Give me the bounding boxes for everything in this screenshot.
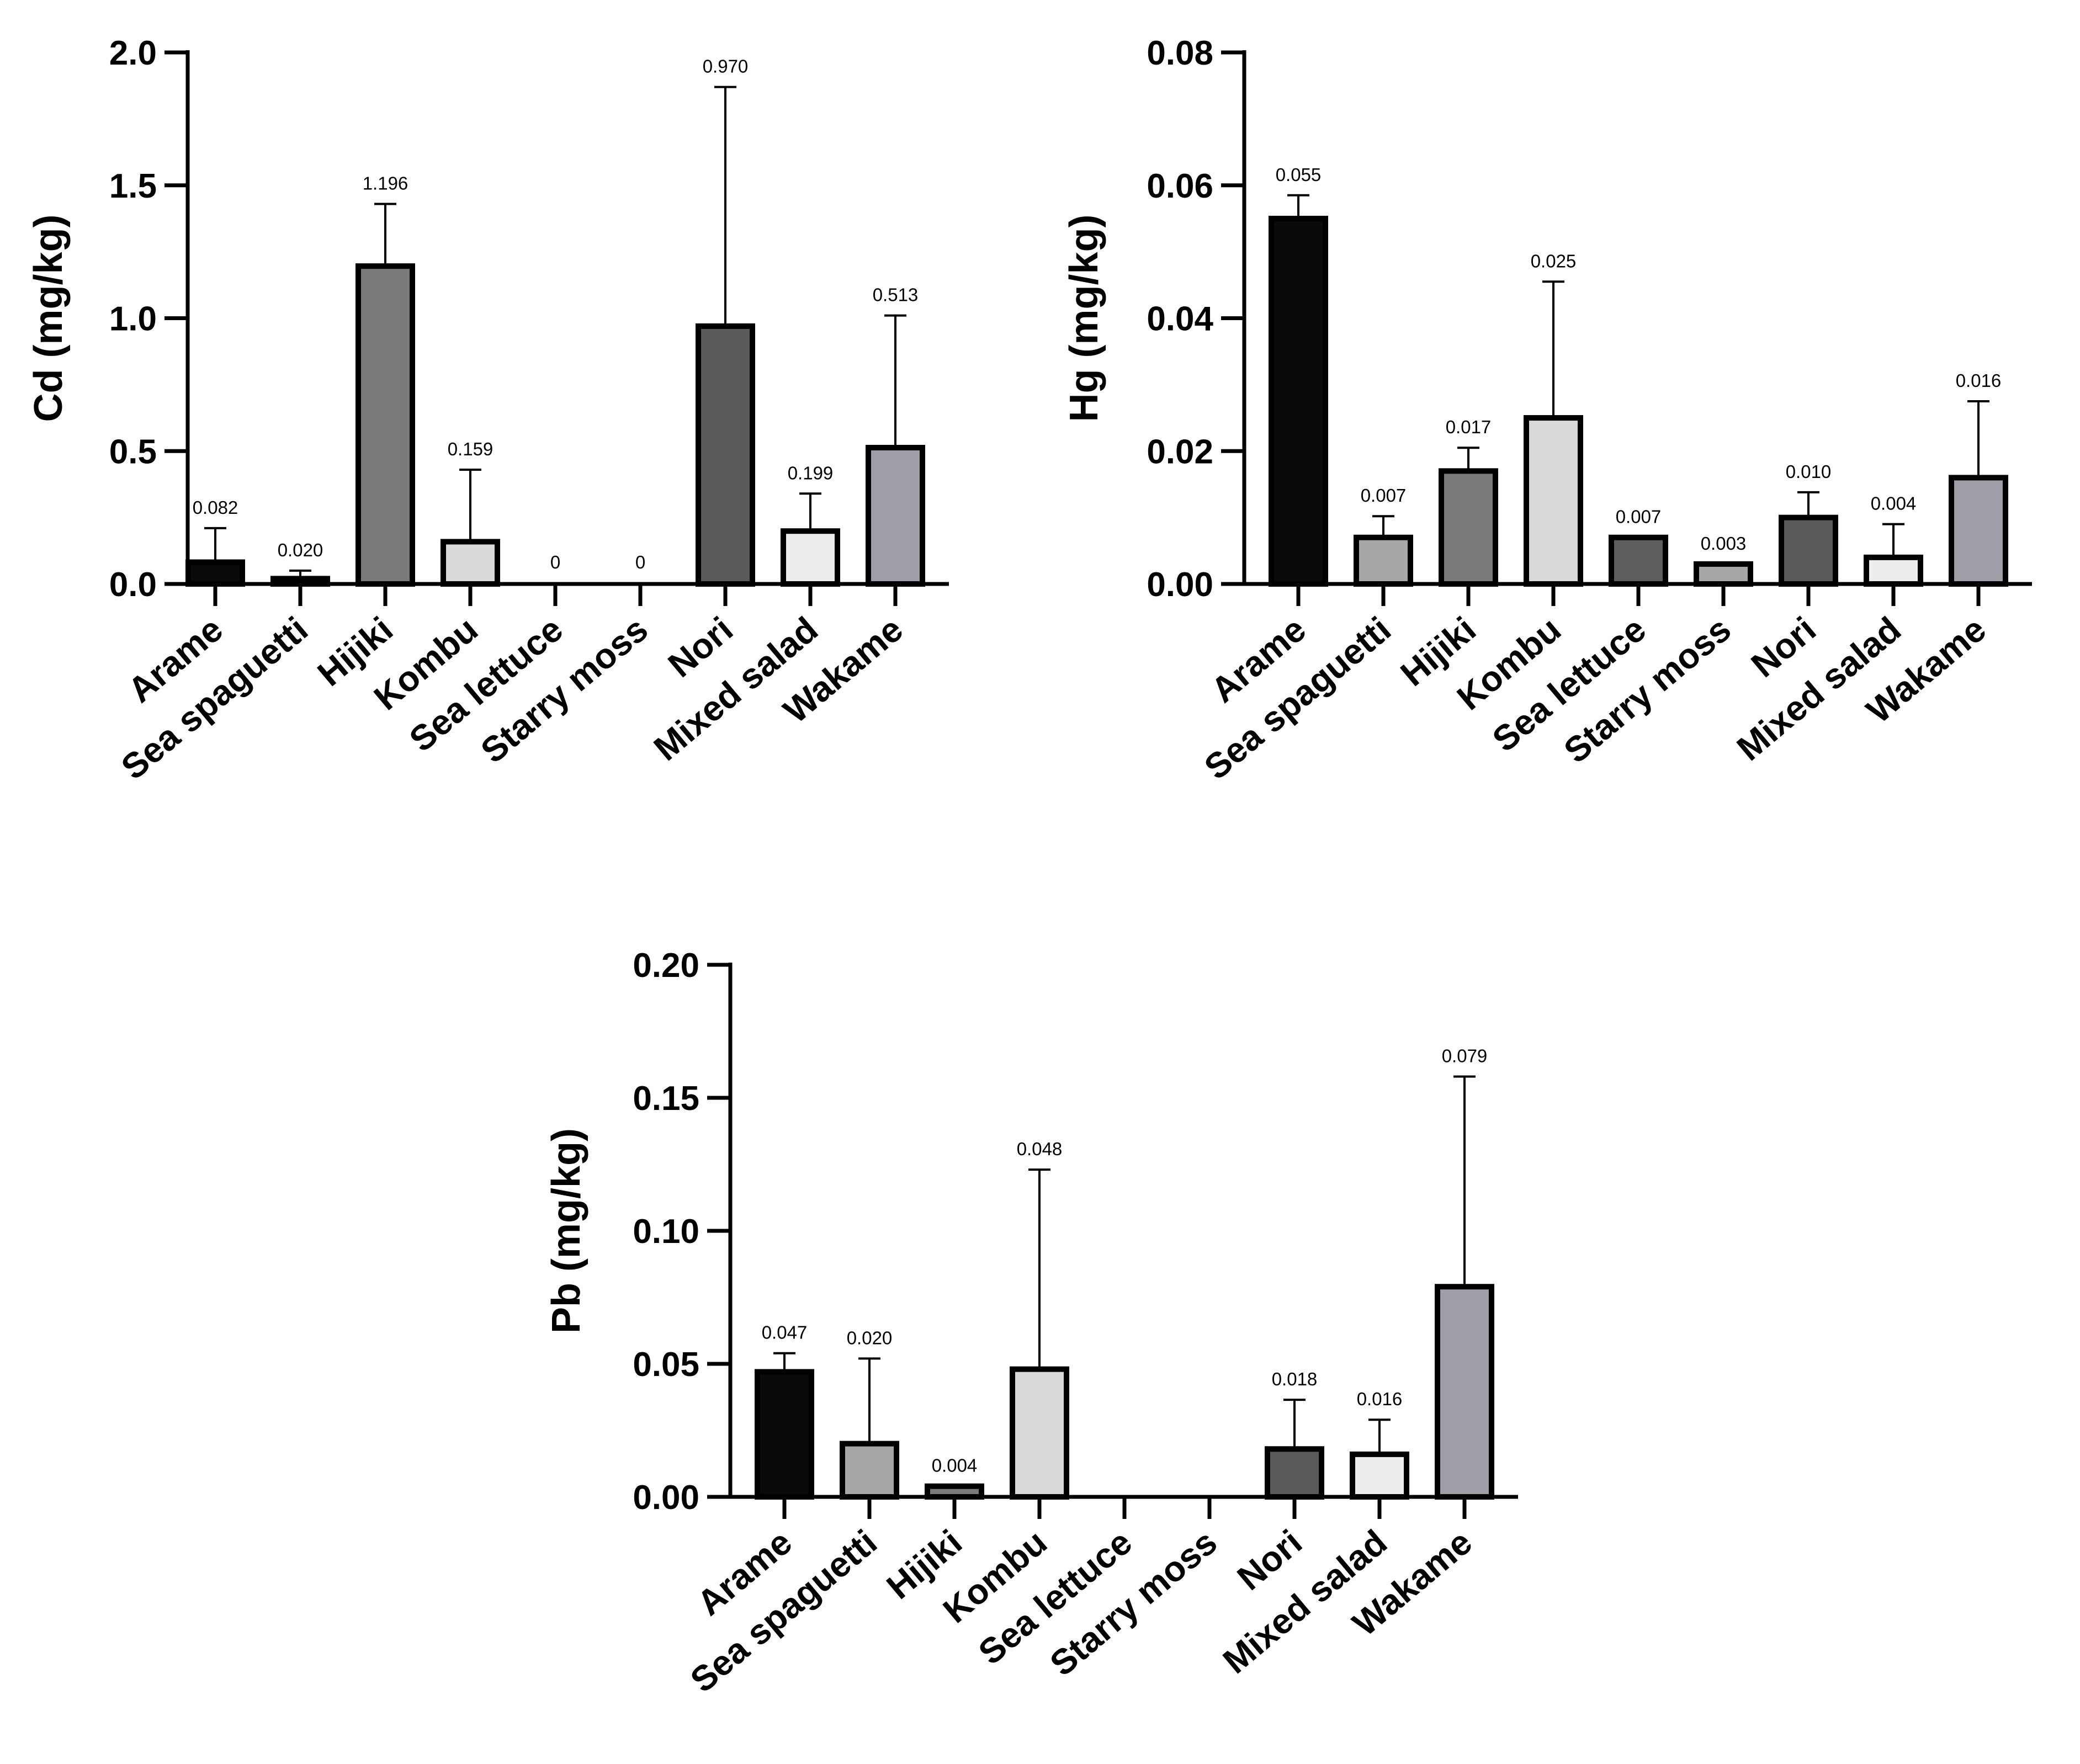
data-label: 0.048 [1017,1139,1063,1159]
y-tick-label: 1.0 [109,300,157,338]
data-label: 0.020 [847,1327,893,1348]
bar-arame [185,559,245,587]
bar-hijiki [925,1483,984,1500]
bar-nori [1779,514,1838,587]
bar-mixed-salad [1864,554,1923,587]
bar-sea-spaguetti [1354,534,1413,587]
bar-mixed-salad [781,528,840,587]
data-label: 0.004 [1871,493,1917,514]
data-label: 0.159 [448,439,494,459]
bar-wakame [1435,1284,1494,1500]
data-label: 0.007 [1616,507,1662,527]
bar-hijiki [355,263,415,587]
y-tick-label: 0.20 [633,947,699,985]
y-tick-label: 0.08 [1147,34,1213,72]
bar-sea-spaguetti [840,1441,899,1500]
bar-kombu [441,539,500,587]
bar-wakame [1949,475,2008,587]
data-label: 0.199 [788,463,834,483]
data-label: 0.970 [703,56,749,77]
bar-arame [755,1369,814,1500]
bar-arame [1269,215,1328,587]
bar-kombu [1010,1366,1069,1500]
data-label: 0 [635,552,645,572]
bar-nori [696,323,755,587]
data-label: 0.082 [193,497,238,518]
bar-nori [1265,1446,1324,1500]
data-label: 0.047 [762,1322,808,1343]
data-label: 0.017 [1446,417,1492,437]
y-tick-label: 0.5 [109,433,157,471]
data-label: 0.016 [1357,1389,1403,1409]
data-label: 0.513 [873,285,919,305]
y-tick-label: 0.04 [1147,300,1213,338]
data-label: 0.055 [1276,164,1322,185]
y-tick-label: 0.00 [1147,566,1213,604]
y-tick-label: 1.5 [109,167,157,205]
bar-sea-lettuce [1609,534,1668,587]
data-label: 0.007 [1361,485,1407,506]
y-tick-label: 0.06 [1147,167,1213,205]
data-label: 0 [550,552,560,572]
y-tick-label: 2.0 [109,34,157,72]
y-axis-title: Hg (mg/kg) [1062,215,1106,422]
data-label: 0.018 [1272,1369,1318,1389]
cd-chart: 0.00.51.01.52.0Cd (mg/kg)0.082Arame0.020… [26,34,949,787]
y-tick-label: 0.02 [1147,433,1213,471]
data-label: 0.003 [1701,533,1747,554]
data-label: 0.079 [1442,1045,1488,1066]
data-label: 0.004 [932,1455,978,1476]
bar-mixed-salad [1350,1451,1409,1500]
y-axis-title: Cd (mg/kg) [26,215,71,422]
data-label: 1.196 [363,173,408,193]
data-label: 0.016 [1956,370,2002,391]
bar-hijiki [1439,468,1498,587]
y-tick-label: 0.0 [109,566,157,604]
data-label: 0.020 [278,540,323,560]
bar-wakame [866,444,925,587]
data-label: 0.025 [1531,251,1577,271]
y-tick-label: 0.00 [633,1479,699,1517]
y-tick-label: 0.15 [633,1080,699,1118]
y-tick-label: 0.05 [633,1346,699,1384]
bar-starry-moss [1694,561,1753,587]
bar-kombu [1524,415,1583,587]
y-tick-label: 0.10 [633,1213,699,1251]
y-axis-title: Pb (mg/kg) [544,1128,588,1333]
data-label: 0.010 [1786,461,1832,482]
bar-sea-spaguetti [270,576,330,587]
